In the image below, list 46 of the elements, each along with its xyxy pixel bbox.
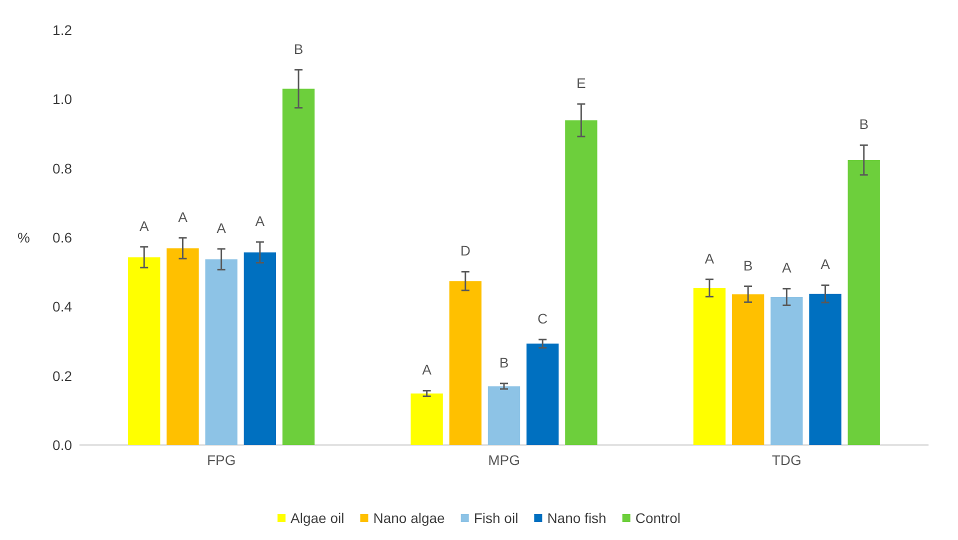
legend-label: Control xyxy=(635,510,680,526)
bar xyxy=(488,386,520,445)
bar xyxy=(693,288,726,445)
bar xyxy=(565,120,598,445)
legend-label: Algae oil xyxy=(290,510,344,526)
legend-label: Nano algae xyxy=(373,510,446,526)
bar xyxy=(166,248,199,445)
y-tick-label: 0.8 xyxy=(52,160,72,176)
y-tick-label: 0.6 xyxy=(52,230,72,246)
data-label: A xyxy=(255,212,266,229)
data-label: D xyxy=(460,242,470,259)
data-label: B xyxy=(743,257,753,274)
data-label: A xyxy=(139,218,150,234)
y-axis-title: % xyxy=(18,230,30,246)
y-tick-label: 0.2 xyxy=(52,368,72,384)
bar xyxy=(128,257,160,445)
data-label: A xyxy=(704,250,715,266)
data-label: A xyxy=(178,208,188,225)
legend-label: Fish oil xyxy=(474,510,518,526)
bar xyxy=(449,281,482,445)
y-tick-label: 0.4 xyxy=(52,298,72,315)
data-label: B xyxy=(859,116,869,132)
data-label: A xyxy=(782,260,792,276)
data-label: A xyxy=(422,362,432,378)
bar xyxy=(410,393,443,445)
data-label: B xyxy=(499,354,509,370)
bar xyxy=(205,259,238,445)
data-label: A xyxy=(820,256,831,272)
bar xyxy=(732,294,764,445)
bar xyxy=(809,294,842,445)
bar xyxy=(526,344,559,445)
y-tick-label: 1.2 xyxy=(52,22,72,38)
y-tick-label: 1.0 xyxy=(52,91,72,108)
data-label: A xyxy=(216,220,227,236)
data-label: B xyxy=(294,40,304,57)
x-tick-label: FPG xyxy=(206,452,236,468)
bar xyxy=(848,160,880,445)
x-tick-label: MPG xyxy=(488,452,520,468)
bar xyxy=(770,296,803,445)
x-tick-label: TDG xyxy=(772,452,802,468)
bar xyxy=(244,252,276,445)
legend-label: Nano fish xyxy=(547,510,606,526)
data-label: C xyxy=(538,310,548,327)
data-label: E xyxy=(576,75,586,92)
y-tick-label: 0.0 xyxy=(52,437,72,453)
bar xyxy=(282,88,315,445)
